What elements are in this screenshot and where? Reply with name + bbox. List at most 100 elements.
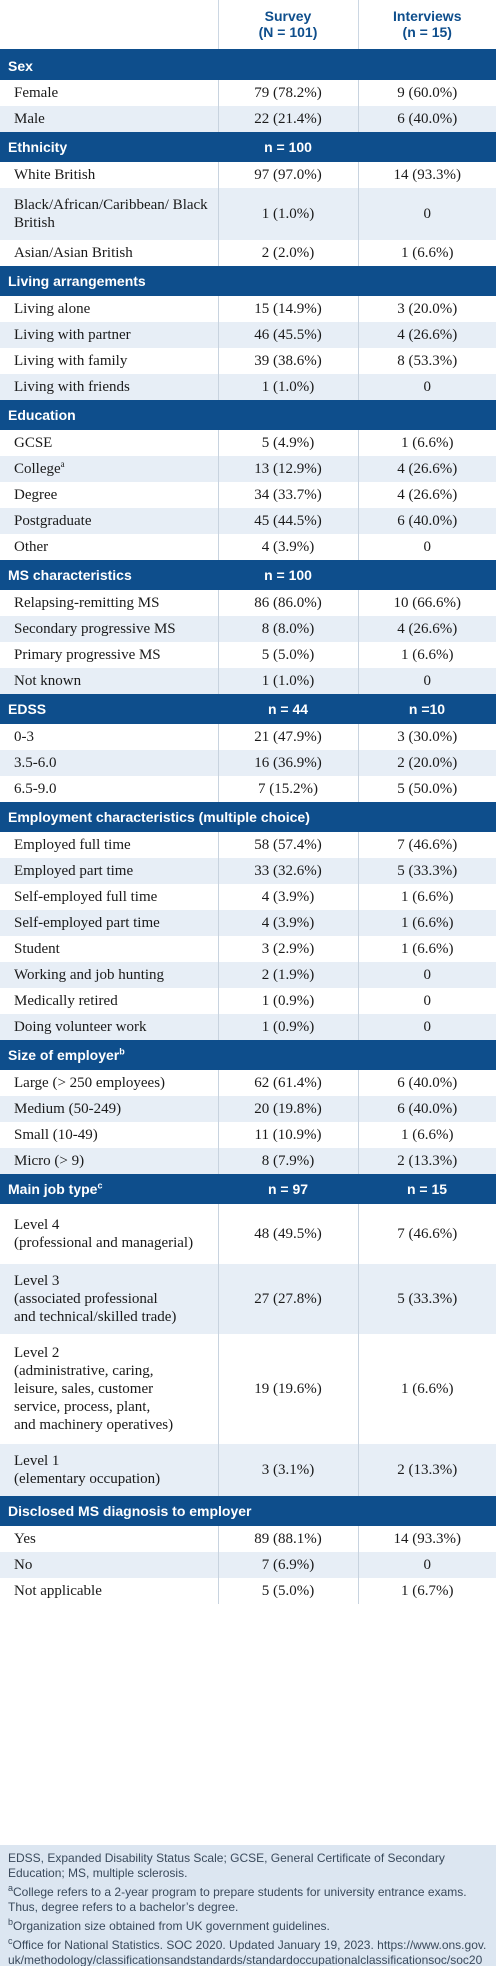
row-label: Yes xyxy=(0,1526,218,1552)
footnote-c: cOffice for National Statistics. SOC 202… xyxy=(8,1937,488,1966)
cell-interviews: 7 (46.6%) xyxy=(357,1204,496,1264)
row-label-text: Level 4 (professional and managerial) xyxy=(14,1217,194,1251)
cell-survey: 39 (38.6%) xyxy=(217,348,358,374)
section-n2-count xyxy=(358,266,496,296)
section-n2-count: n =10 xyxy=(358,694,496,724)
table-row: Working and job hunting 2 (1.9%) 0 xyxy=(0,962,496,988)
table-row: Student 3 (2.9%) 1 (6.6%) xyxy=(0,936,496,962)
row-label: GCSE xyxy=(0,430,218,456)
section-title-text: Main job type xyxy=(8,1181,98,1197)
section-n1-count: n = 100 xyxy=(218,560,358,590)
row-label-text: Black/African/Caribbean/ Black British xyxy=(14,197,208,231)
row-label-text: Self-employed full time xyxy=(14,889,158,905)
table-row: Relapsing-remitting MS 86 (86.0%) 10 (66.6… xyxy=(0,590,496,616)
row-label-text: Self-employed part time xyxy=(14,915,160,931)
table-row: Other 4 (3.9%) 0 xyxy=(0,534,496,560)
section-title: Education xyxy=(0,400,218,430)
row-label: Postgraduate xyxy=(0,508,218,534)
section-n1-count xyxy=(218,50,358,80)
cell-interviews: 1 (6.6%) xyxy=(357,642,496,668)
cell-interviews: 6 (40.0%) xyxy=(357,508,496,534)
row-label-text: Medically retired xyxy=(14,993,118,1009)
cell-interviews: 5 (33.3%) xyxy=(357,858,496,884)
section-n1-count xyxy=(218,1040,358,1070)
table-row: Living alone 15 (14.9%) 3 (20.0%) xyxy=(0,296,496,322)
table-row: Employed full time 58 (57.4%) 7 (46.6%) xyxy=(0,832,496,858)
section-title: Sex xyxy=(0,50,218,80)
section-title: Living arrangements xyxy=(0,266,218,296)
row-label-text: Yes xyxy=(14,1531,36,1547)
table-row: 6.5-9.0 7 (15.2%) 5 (50.0%) xyxy=(0,776,496,802)
cell-interviews: 0 xyxy=(357,188,496,240)
cell-interviews: 1 (6.6%) xyxy=(357,1334,496,1444)
table-row: Medium (50-249) 20 (19.8%) 6 (40.0%) xyxy=(0,1096,496,1122)
row-label-text: No xyxy=(14,1557,33,1573)
table-row: Living with friends 1 (1.0%) 0 xyxy=(0,374,496,400)
header-blank xyxy=(0,0,218,50)
row-label: Black/African/Caribbean/ Black British xyxy=(0,188,218,240)
row-label: Large (> 250 employees) xyxy=(0,1070,218,1096)
row-label: White British xyxy=(0,162,218,188)
cell-interviews: 1 (6.6%) xyxy=(357,1122,496,1148)
row-label-text: White British xyxy=(14,167,96,183)
section-header: Main job typec n = 97 n = 15 xyxy=(0,1174,496,1204)
header-survey: Survey (N = 101) xyxy=(217,0,358,50)
row-label: Primary progressive MS xyxy=(0,642,218,668)
table-row: Male 22 (21.4%) 6 (40.0%) xyxy=(0,106,496,132)
row-label-text: Doing volunteer work xyxy=(14,1019,147,1035)
section-header: Ethnicity n = 100 xyxy=(0,132,496,162)
section-title-text: Education xyxy=(8,407,76,423)
row-label: Micro (> 9) xyxy=(0,1148,218,1174)
row-label-text: Working and job hunting xyxy=(14,967,165,983)
section-n1-count xyxy=(218,400,358,430)
section-title-text: Ethnicity xyxy=(8,139,68,155)
cell-survey: 8 (7.9%) xyxy=(217,1148,358,1174)
table-row: Doing volunteer work 1 (0.9%) 0 xyxy=(0,1014,496,1040)
cell-survey: 7 (6.9%) xyxy=(217,1552,358,1578)
row-label: 0-3 xyxy=(0,724,218,750)
section-n2-count xyxy=(358,400,496,430)
cell-interviews: 0 xyxy=(357,668,496,694)
row-label-text: Asian/Asian British xyxy=(14,245,133,261)
row-label: Medically retired xyxy=(0,988,218,1014)
row-label: Not applicable xyxy=(0,1578,218,1604)
section-header: Employment characteristics (multiple cho… xyxy=(0,802,496,832)
cell-interviews: 6 (40.0%) xyxy=(357,1070,496,1096)
cell-survey: 2 (1.9%) xyxy=(217,962,358,988)
section-title-text: Living arrangements xyxy=(8,273,146,289)
table-row: Employed part time 33 (32.6%) 5 (33.3%) xyxy=(0,858,496,884)
section-header: Size of employerb xyxy=(0,1040,496,1070)
row-label: Asian/Asian British xyxy=(0,240,218,266)
section-n1-count: n = 97 xyxy=(218,1174,358,1204)
row-label: Employed part time xyxy=(0,858,218,884)
row-label-text: 3.5-6.0 xyxy=(14,755,57,771)
cell-survey: 34 (33.7%) xyxy=(217,482,358,508)
cell-survey: 1 (0.9%) xyxy=(217,988,358,1014)
cell-survey: 5 (5.0%) xyxy=(217,642,358,668)
cell-survey: 1 (1.0%) xyxy=(217,374,358,400)
cell-survey: 86 (86.0%) xyxy=(217,590,358,616)
section-n2-count xyxy=(358,560,496,590)
row-label: Level 2 (administrative, caring, leisure… xyxy=(0,1334,218,1444)
row-label-text: Living alone xyxy=(14,301,91,317)
table-row: Yes 89 (88.1%) 14 (93.3%) xyxy=(0,1526,496,1552)
cell-interviews: 0 xyxy=(357,1552,496,1578)
cell-interviews: 4 (26.6%) xyxy=(357,456,496,482)
cell-survey: 15 (14.9%) xyxy=(217,296,358,322)
cell-survey: 89 (88.1%) xyxy=(217,1526,358,1552)
cell-survey: 4 (3.9%) xyxy=(217,910,358,936)
table-row: 0-3 21 (47.9%) 3 (30.0%) xyxy=(0,724,496,750)
cell-survey: 48 (49.5%) xyxy=(217,1204,358,1264)
cell-interviews: 9 (60.0%) xyxy=(357,80,496,106)
cell-survey: 1 (1.0%) xyxy=(217,188,358,240)
cell-interviews: 0 xyxy=(357,534,496,560)
row-label-text: Level 3 (associated professional and tec… xyxy=(14,1273,177,1325)
cell-survey: 45 (44.5%) xyxy=(217,508,358,534)
cell-interviews: 0 xyxy=(357,374,496,400)
table-row: Black/African/Caribbean/ Black British 1 … xyxy=(0,188,496,240)
row-label: Living with friends xyxy=(0,374,218,400)
cell-survey: 79 (78.2%) xyxy=(217,80,358,106)
table-row: Living with family 39 (38.6%) 8 (53.3%) xyxy=(0,348,496,374)
section-title-text: Disclosed MS diagnosis to employer xyxy=(8,1503,252,1519)
row-label: Self-employed part time xyxy=(0,910,218,936)
